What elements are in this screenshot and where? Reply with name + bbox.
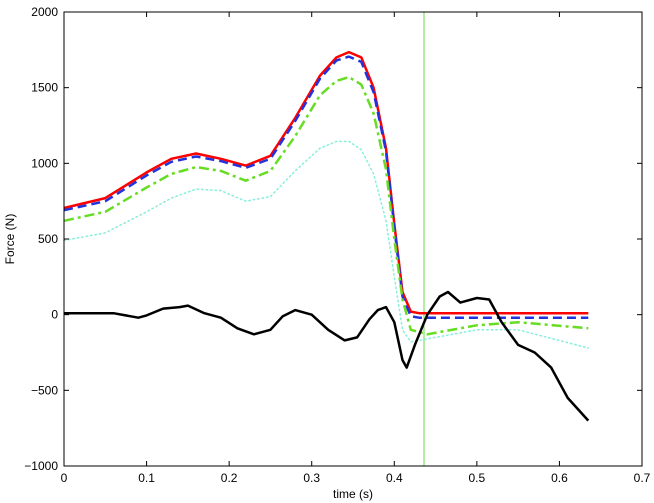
series-line-2 — [63, 75, 589, 336]
y-axis-label: Force (N) — [3, 214, 17, 265]
y-tick-label: 2000 — [31, 5, 58, 19]
x-tick-label: 0 — [61, 471, 68, 485]
series-line-1 — [63, 55, 589, 319]
y-tick-label: 500 — [38, 232, 58, 246]
series-line-0 — [63, 50, 589, 315]
x-tick-label: 0.7 — [634, 471, 651, 485]
y-tick-label: −500 — [31, 383, 58, 397]
x-tick-label: 0.5 — [469, 471, 486, 485]
y-tick-label: −1000 — [24, 459, 58, 473]
x-tick-label: 0.2 — [221, 471, 238, 485]
series-line-4 — [64, 290, 590, 422]
x-tick-label: 0.3 — [303, 471, 320, 485]
y-tick-label: 1500 — [31, 81, 58, 95]
x-tick-label: 0.4 — [386, 471, 403, 485]
series-lines — [63, 50, 590, 422]
y-tick-label: 0 — [51, 308, 58, 322]
y-tick-label: 1000 — [31, 156, 58, 170]
x-axis-ticks: 0 0.1 0.2 0.3 0.4 0.5 0.6 0.7 — [61, 12, 651, 485]
x-axis-label: time (s) — [333, 487, 373, 501]
x-tick-label: 0.6 — [551, 471, 568, 485]
y-axis-ticks: −1000 −500 0 500 1000 1500 2000 — [24, 5, 642, 473]
x-tick-label: 0.1 — [138, 471, 155, 485]
series-line-3 — [63, 140, 590, 349]
